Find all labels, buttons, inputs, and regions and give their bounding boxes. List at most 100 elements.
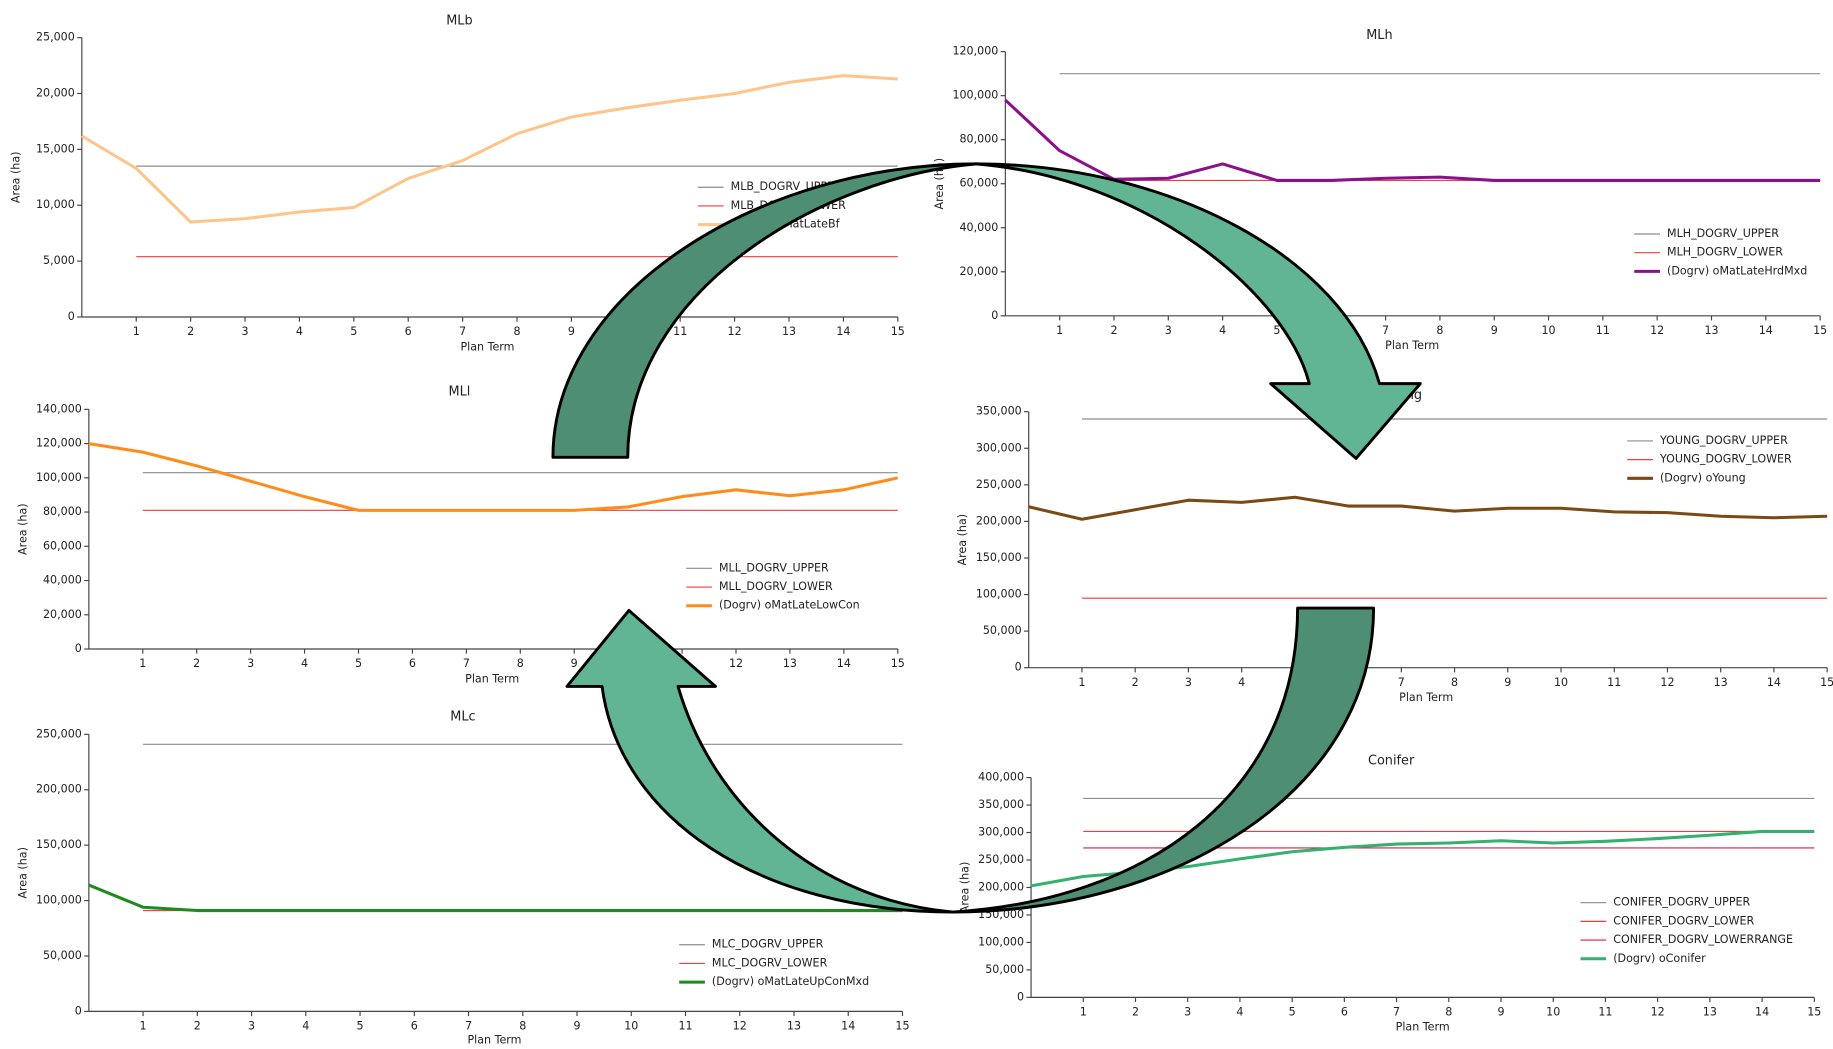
- legend-label: YOUNG_DOGRV_LOWER: [1659, 453, 1792, 466]
- x-tick-label: 14: [1767, 676, 1781, 689]
- y-tick-label: 100,000: [36, 894, 82, 907]
- x-tick-label: 1: [1078, 676, 1085, 689]
- x-tick-label: 1: [1056, 324, 1063, 337]
- x-tick-label: 11: [1607, 676, 1621, 689]
- legend-label: MLL_DOGRV_LOWER: [719, 580, 833, 593]
- x-tick-label: 11: [1598, 1006, 1612, 1019]
- x-tick-label: 4: [1219, 324, 1226, 337]
- y-tick-label: 10,000: [36, 198, 75, 211]
- x-tick-label: 7: [463, 657, 470, 670]
- x-tick-label: 2: [1110, 324, 1117, 337]
- legend-label: CONIFER_DOGRV_LOWERRANGE: [1613, 933, 1793, 946]
- legend-label: (Dogrv) oConifer: [1613, 952, 1706, 965]
- arrow-upper-left: [551, 162, 978, 459]
- y-tick-label: 15,000: [36, 142, 75, 155]
- x-tick-label: 8: [519, 1020, 526, 1033]
- x-tick-label: 10: [1546, 1006, 1560, 1019]
- x-tick-label: 6: [409, 657, 416, 670]
- series-line: [88, 883, 903, 913]
- y-tick-label: 0: [75, 642, 82, 655]
- y-tick-label: 40,000: [43, 574, 82, 587]
- y-tick-label: 250,000: [978, 853, 1024, 866]
- x-tick-label: 2: [194, 1020, 201, 1033]
- y-tick-label: 20,000: [36, 86, 75, 99]
- x-tick-label: 9: [571, 657, 578, 670]
- legend-label: MLH_DOGRV_LOWER: [1667, 246, 1783, 259]
- legend-label: (Dogrv) oYoung: [1660, 471, 1746, 484]
- y-tick-label: 250,000: [36, 727, 82, 740]
- x-tick-label: 7: [459, 325, 466, 338]
- x-tick-label: 14: [841, 1020, 855, 1033]
- x-tick-label: 1: [133, 325, 140, 338]
- x-tick-label: 4: [1236, 1006, 1243, 1019]
- x-tick-label: 3: [247, 657, 254, 670]
- x-tick-label: 12: [1651, 1006, 1665, 1019]
- x-tick-label: 6: [411, 1020, 418, 1033]
- y-tick-label: 50,000: [985, 963, 1024, 976]
- x-axis-label: Plan Term: [1396, 1021, 1450, 1034]
- x-tick-label: 5: [1273, 324, 1280, 337]
- legend-label: (Dogrv) oMatLateLowCon: [719, 599, 860, 612]
- x-tick-label: 11: [673, 325, 687, 338]
- x-tick-label: 8: [1436, 324, 1443, 337]
- x-tick-label: 4: [302, 1020, 309, 1033]
- y-tick-label: 0: [991, 309, 998, 322]
- x-tick-label: 10: [624, 1020, 638, 1033]
- arrow-lower-left: [565, 608, 955, 914]
- x-tick-label: 12: [1660, 676, 1674, 689]
- x-tick-label: 5: [357, 1020, 364, 1033]
- legend-label: CONIFER_DOGRV_UPPER: [1613, 896, 1750, 909]
- legend-label: MLH_DOGRV_UPPER: [1667, 227, 1779, 240]
- y-tick-label: 0: [1017, 990, 1024, 1003]
- x-tick-label: 4: [296, 325, 303, 338]
- y-tick-label: 200,000: [976, 514, 1022, 527]
- x-tick-label: 9: [1497, 1006, 1504, 1019]
- x-tick-label: 12: [729, 657, 743, 670]
- y-tick-label: 250,000: [976, 478, 1022, 491]
- x-tick-label: 5: [1289, 1006, 1296, 1019]
- x-tick-label: 9: [568, 325, 575, 338]
- legend-label: CONIFER_DOGRV_LOWER: [1613, 914, 1754, 927]
- y-tick-label: 140,000: [36, 402, 82, 415]
- arrow-lower-right: [951, 606, 1376, 914]
- x-tick-label: 1: [139, 657, 146, 670]
- y-tick-label: 80,000: [960, 133, 999, 146]
- x-tick-label: 15: [891, 657, 905, 670]
- legend-label: MLC_DOGRV_LOWER: [712, 956, 828, 969]
- x-tick-label: 3: [241, 325, 248, 338]
- series-line: [88, 442, 899, 512]
- x-tick-label: 10: [1541, 324, 1555, 337]
- x-tick-label: 2: [1132, 1006, 1139, 1019]
- y-axis-label: Area (ha): [959, 862, 972, 914]
- y-tick-label: 80,000: [43, 505, 82, 518]
- x-tick-label: 11: [1596, 324, 1610, 337]
- x-tick-label: 1: [140, 1020, 147, 1033]
- x-tick-label: 15: [895, 1020, 909, 1033]
- y-tick-label: 20,000: [43, 608, 82, 621]
- x-tick-label: 11: [678, 1020, 692, 1033]
- x-tick-label: 2: [1132, 676, 1139, 689]
- x-tick-label: 2: [193, 657, 200, 670]
- chart-title: MLh: [1366, 28, 1392, 43]
- x-tick-label: 8: [1445, 1006, 1452, 1019]
- legend-label: (Dogrv) oMatLateHrdMxd: [1667, 264, 1807, 277]
- line-chart: MLh 0 20,000 40,000 60,000 80,000 100,000 120,0…: [933, 28, 1827, 352]
- y-tick-label: 20,000: [960, 265, 999, 278]
- x-axis-label: Plan Term: [460, 340, 514, 353]
- x-tick-label: 13: [787, 1020, 801, 1033]
- x-tick-label: 5: [355, 657, 362, 670]
- y-tick-label: 5,000: [43, 254, 75, 267]
- y-tick-label: 0: [1015, 661, 1022, 674]
- x-tick-label: 14: [1755, 1006, 1769, 1019]
- y-axis-label: Area (ha): [956, 514, 969, 566]
- x-tick-label: 15: [1820, 676, 1833, 689]
- y-tick-label: 150,000: [36, 838, 82, 851]
- y-tick-label: 100,000: [978, 935, 1024, 948]
- y-tick-label: 25,000: [36, 31, 75, 44]
- x-tick-label: 6: [405, 325, 412, 338]
- x-tick-label: 13: [783, 657, 797, 670]
- chart-title: Conifer: [1368, 754, 1415, 769]
- legend-label: (Dogrv) oMatLateUpConMxd: [712, 975, 869, 988]
- arrow-upper-right: [974, 162, 1422, 460]
